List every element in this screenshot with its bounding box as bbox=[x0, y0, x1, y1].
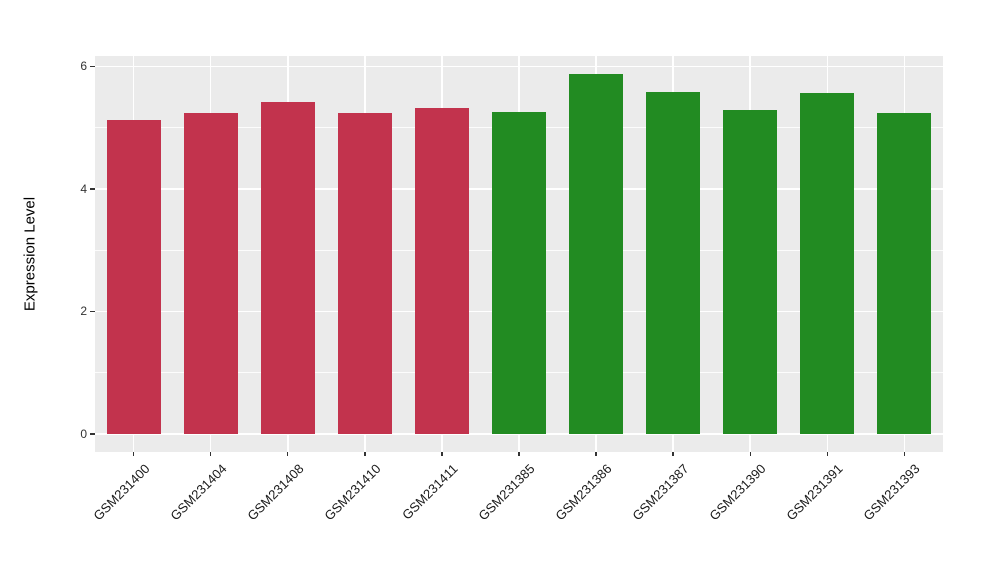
x-tick-mark-GSM231404 bbox=[209, 452, 212, 456]
bar-GSM231404 bbox=[183, 113, 238, 434]
y-tick-mark-4 bbox=[90, 188, 95, 190]
bar-GSM231386 bbox=[569, 74, 624, 434]
y-tick-label-0: 0 bbox=[80, 426, 87, 441]
y-tick-mark-2 bbox=[90, 310, 95, 313]
bar-GSM231400 bbox=[106, 119, 161, 434]
x-tick-label-GSM231390: GSM231390 bbox=[706, 461, 769, 524]
x-tick-label-GSM231387: GSM231387 bbox=[629, 461, 692, 524]
x-tick-mark-GSM231393 bbox=[903, 452, 906, 456]
x-tick-mark-GSM231390 bbox=[749, 452, 752, 456]
x-tick-label-GSM231385: GSM231385 bbox=[475, 461, 538, 524]
x-tick-label-GSM231408: GSM231408 bbox=[244, 461, 307, 524]
y-tick-mark-6 bbox=[90, 65, 95, 68]
bar-GSM231385 bbox=[492, 111, 546, 434]
x-tick-label-GSM231391: GSM231391 bbox=[783, 461, 846, 524]
bar-GSM231390 bbox=[723, 109, 778, 434]
bar-GSM231408 bbox=[260, 102, 315, 434]
x-tick-label-GSM231386: GSM231386 bbox=[552, 461, 615, 524]
x-tick-mark-GSM231387 bbox=[672, 452, 674, 456]
x-tick-label-GSM231404: GSM231404 bbox=[167, 461, 230, 524]
bar-GSM231391 bbox=[800, 92, 855, 434]
x-tick-mark-GSM231410 bbox=[364, 452, 366, 456]
y-tick-label-6: 6 bbox=[80, 59, 87, 74]
y-tick-label-2: 2 bbox=[80, 304, 87, 319]
x-tick-mark-GSM231391 bbox=[826, 452, 829, 456]
bar-GSM231411 bbox=[414, 107, 469, 434]
y-axis-title: Expression Level bbox=[21, 196, 39, 312]
x-tick-mark-GSM231411 bbox=[441, 452, 443, 456]
x-tick-label-GSM231400: GSM231400 bbox=[89, 461, 153, 524]
x-tick-mark-GSM231408 bbox=[286, 452, 289, 456]
y-tick-label-4: 4 bbox=[80, 181, 87, 196]
y-tick-mark-0 bbox=[90, 433, 95, 435]
x-tick-label-GSM231411: GSM231411 bbox=[398, 461, 461, 523]
x-tick-label-GSM231410: GSM231410 bbox=[321, 461, 384, 524]
bar-GSM231393 bbox=[877, 113, 932, 434]
bar-GSM231387 bbox=[646, 92, 701, 434]
x-tick-mark-GSM231386 bbox=[595, 452, 597, 456]
x-tick-mark-GSM231400 bbox=[132, 452, 135, 456]
x-tick-mark-GSM231385 bbox=[518, 452, 520, 456]
bar-GSM231410 bbox=[337, 113, 392, 434]
x-tick-label-GSM231393: GSM231393 bbox=[860, 461, 924, 524]
plot-panel bbox=[95, 56, 943, 452]
